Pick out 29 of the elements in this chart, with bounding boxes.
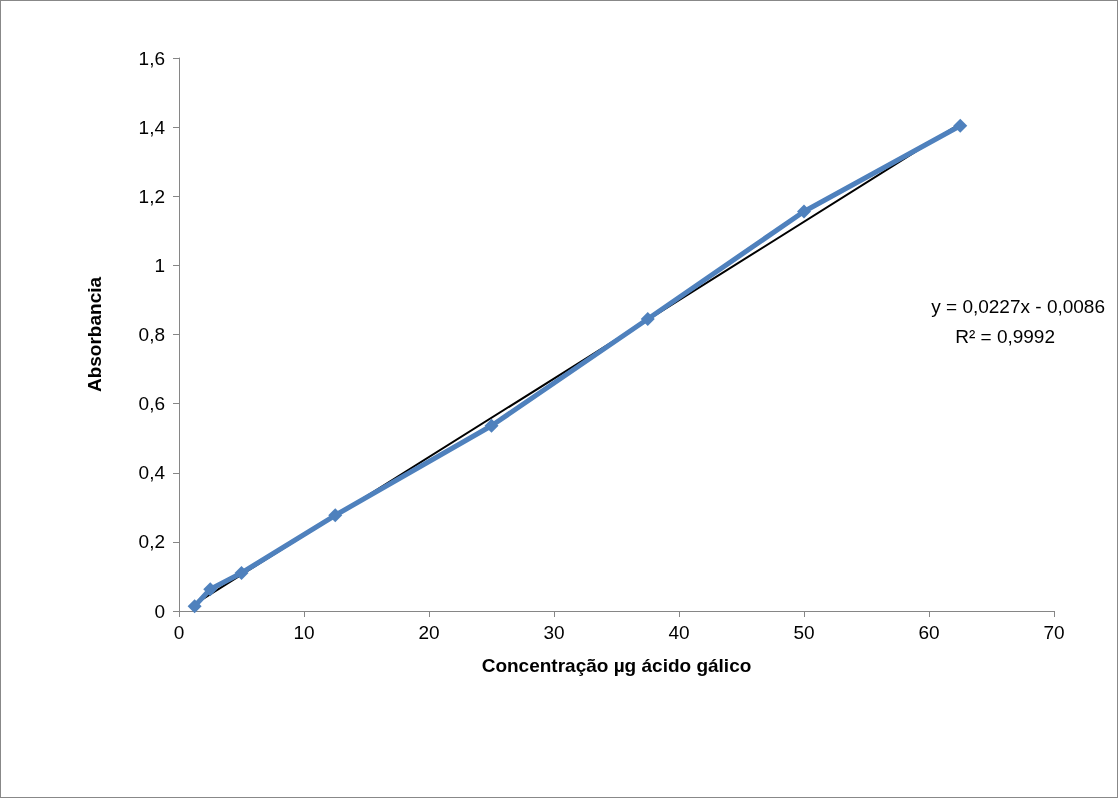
x-axis-title: Concentração µg ácido gálico: [481, 655, 752, 676]
y-tick-label: 0: [154, 600, 165, 622]
x-tick-label: 10: [293, 622, 315, 643]
y-tick-label: 1,6: [138, 47, 165, 69]
x-tick-label: 0: [173, 622, 185, 643]
y-tick-label: 1: [154, 254, 165, 276]
point: [484, 418, 499, 433]
y-tick-label: 0,8: [138, 324, 165, 345]
x-tick-label: 50: [793, 622, 815, 643]
point: [187, 599, 202, 614]
point: [234, 565, 249, 580]
y-tick-label: 1,2: [138, 185, 165, 207]
x-tick-label: 40: [668, 622, 690, 643]
annotation: R² = 0,9992: [955, 326, 1056, 347]
x-tick-label: 70: [1043, 622, 1065, 643]
y-tick-label: 1,4: [138, 116, 166, 138]
y-tick-label: 0,4: [138, 462, 166, 484]
point: [953, 118, 968, 133]
x-tick-label: 60: [918, 622, 940, 643]
x-tick-label: 30: [543, 622, 565, 643]
y-tick-label: 0,2: [138, 531, 165, 553]
point: [203, 582, 218, 597]
point: [640, 311, 655, 326]
annotation: y = 0,0227x - 0,0086: [931, 296, 1105, 317]
y-tick-label: 0,6: [138, 393, 165, 415]
y-axis-title: Absorbancia: [84, 276, 105, 393]
x-tick-label: 20: [418, 622, 440, 643]
point: [797, 204, 811, 219]
point: [328, 508, 343, 523]
